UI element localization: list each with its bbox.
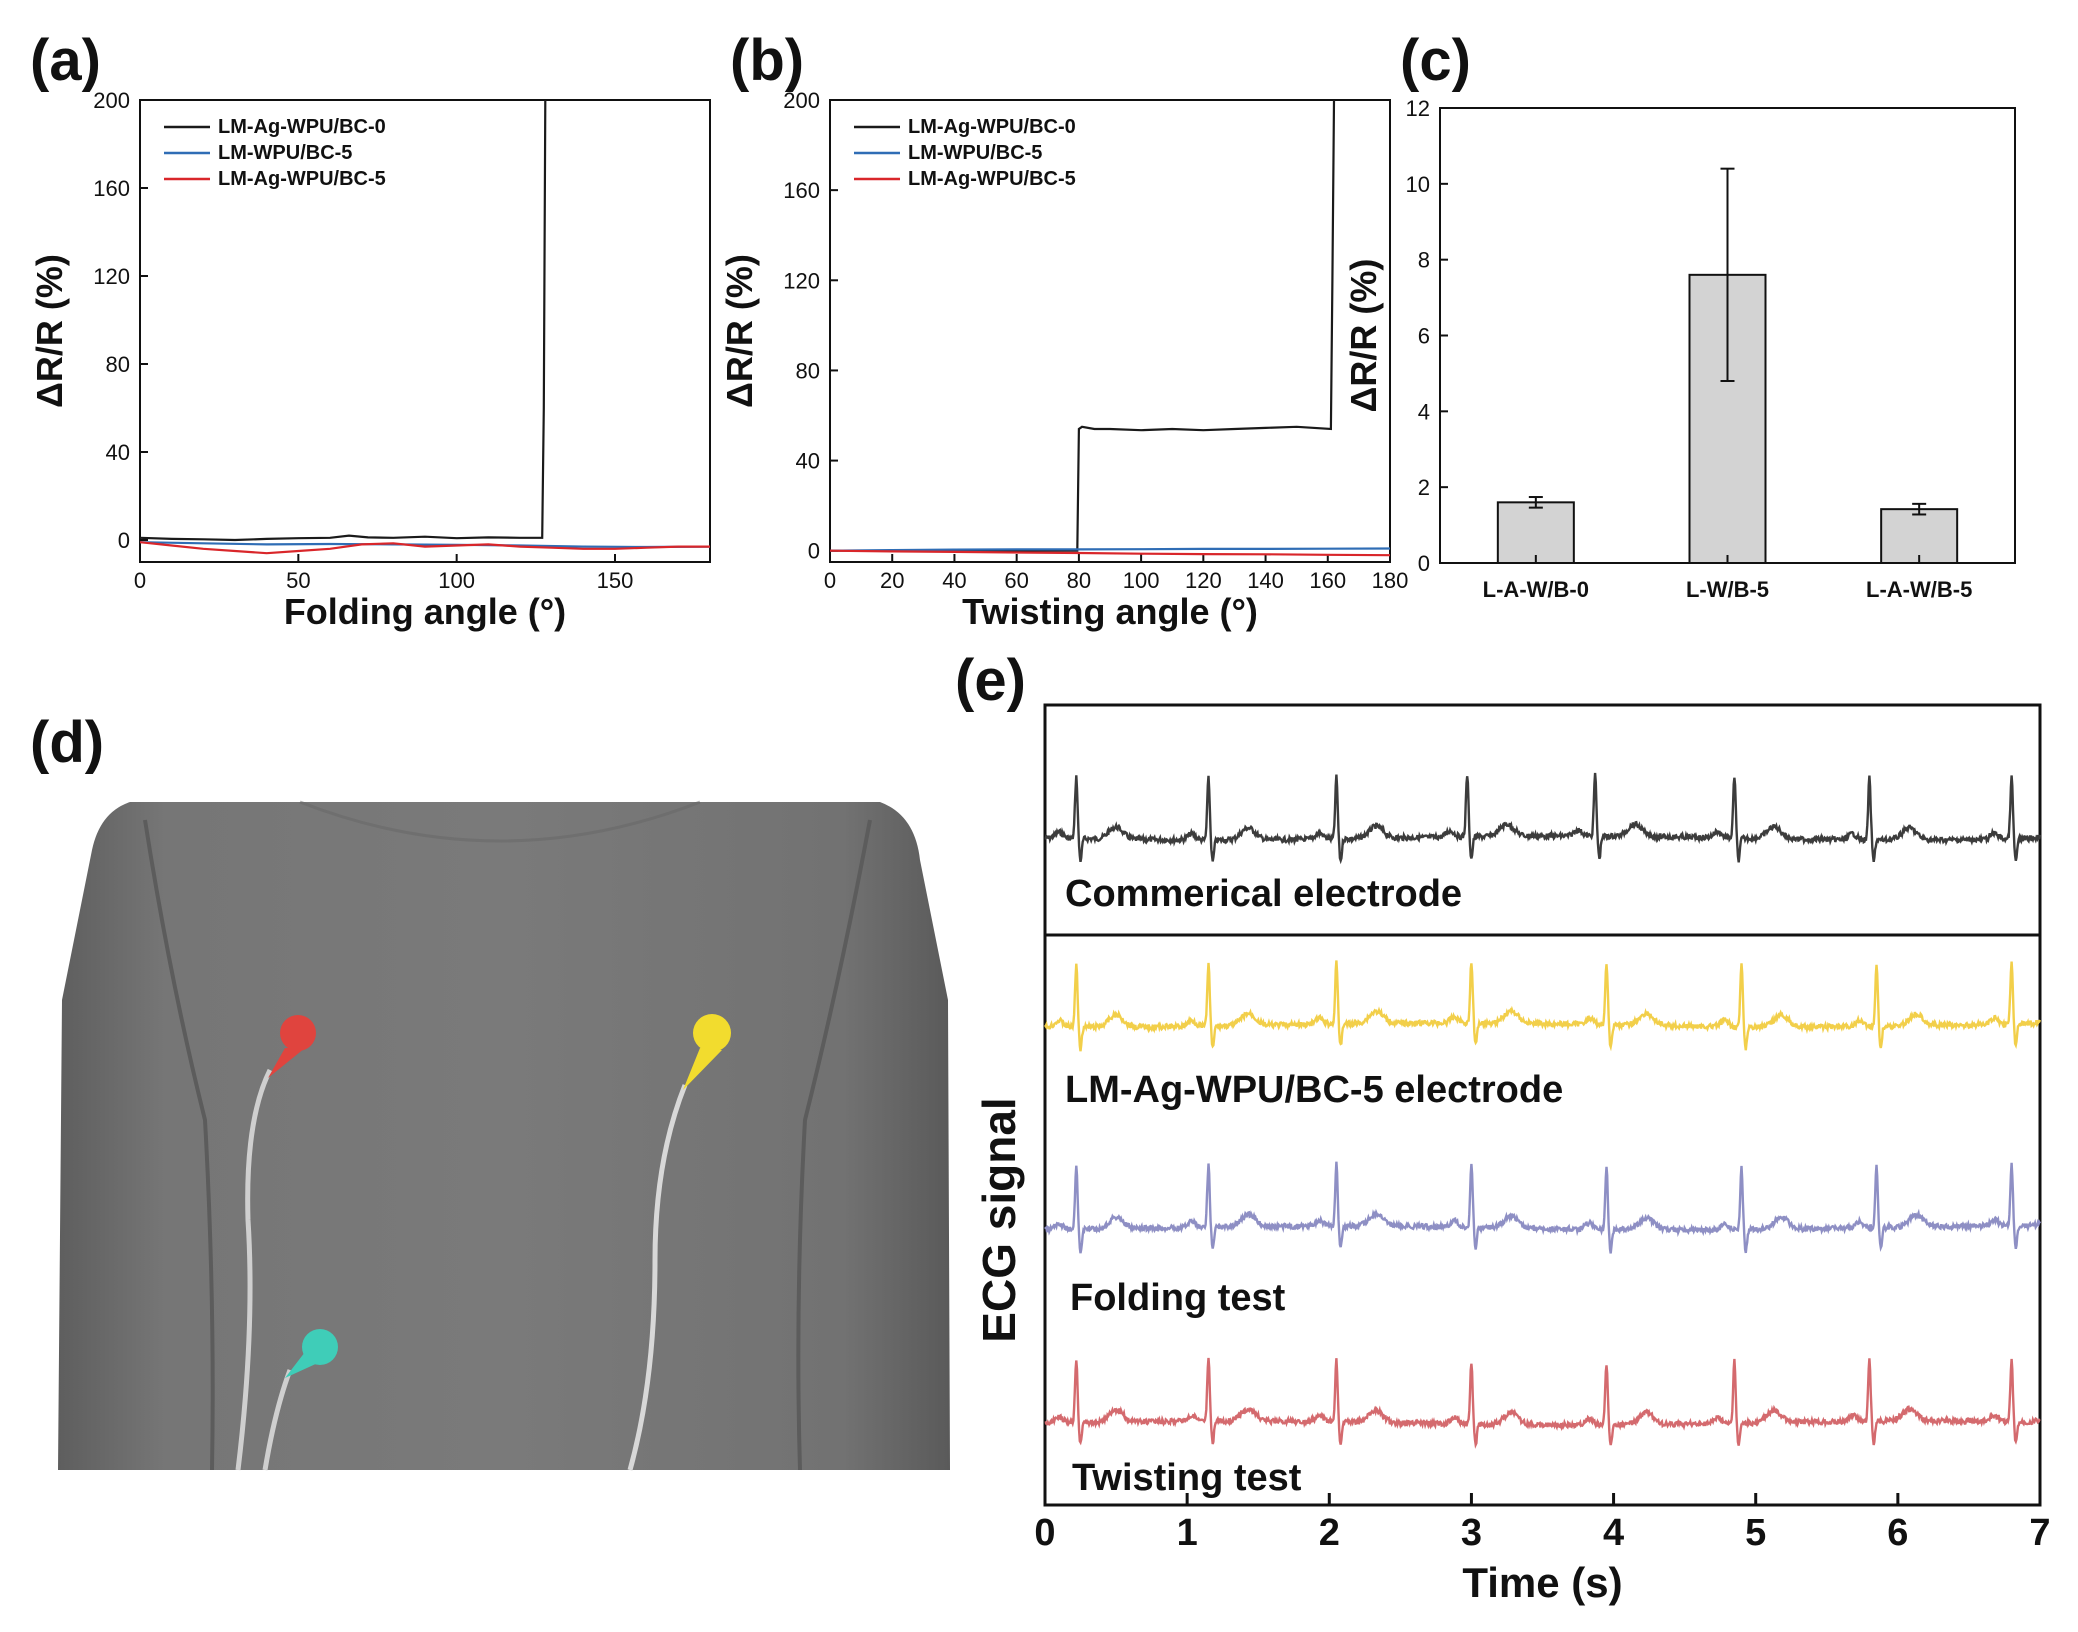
x-tick-label: 150 — [597, 568, 634, 593]
series-line-2 — [140, 541, 710, 555]
x-tick-label: 50 — [286, 568, 310, 593]
y-axis-title: ECG signal — [973, 1097, 1025, 1342]
red-wire — [235, 1068, 273, 1471]
x-tick-label: 0 — [824, 568, 836, 593]
y-tick-label: 40 — [106, 440, 130, 465]
series-line-2 — [830, 549, 1390, 557]
x-tick-label: 0 — [1034, 1512, 1055, 1554]
y-tick-label: 0 — [118, 528, 130, 553]
y-tick-label: 8 — [1418, 248, 1430, 273]
x-axis-title: Time (s) — [1462, 1559, 1622, 1606]
ecg-trace-label: Folding test — [1070, 1277, 1286, 1319]
ecg-trace-label: Commerical electrode — [1065, 873, 1462, 915]
y-tick-label: 40 — [796, 449, 820, 474]
ecg-trace-2 — [1044, 1161, 2042, 1254]
chart-e-ecg: 0 1 2 3 4 5 6 7 Time (s) ECG signal Commerical ele… — [973, 703, 2051, 1606]
y-tick-label: 2 — [1418, 475, 1430, 500]
yellow-wire — [627, 1084, 688, 1471]
x-tick-label: 140 — [1247, 568, 1284, 593]
right-sleeve-seam — [796, 819, 872, 1471]
legend-label: LM-Ag-WPU/BC-0 — [908, 116, 1076, 138]
x-tick-label: 100 — [438, 568, 475, 593]
red-electrode — [268, 1015, 316, 1078]
panel-label-b: (b) — [730, 28, 804, 93]
ecg-trace-0 — [1044, 772, 2042, 865]
series-line-0 — [830, 100, 1336, 552]
x-tick-label: 0 — [134, 568, 146, 593]
shirt-body — [58, 802, 950, 1470]
y-tick-label: 0 — [1418, 551, 1430, 576]
x-tick-label: 2 — [1319, 1512, 1340, 1554]
bar-0 — [1496, 501, 1575, 565]
legend-label: LM-Ag-WPU/BC-0 — [218, 116, 386, 138]
ecg-frame — [1043, 703, 2042, 1507]
legend-label: LM-Ag-WPU/BC-5 — [908, 168, 1076, 190]
y-tick-label: 200 — [93, 88, 130, 113]
x-tick-label: 3 — [1461, 1512, 1482, 1554]
y-axis-title: ΔR/R (%) — [719, 254, 760, 408]
panel-label-a: (a) — [30, 28, 101, 93]
series-line-1 — [140, 541, 710, 549]
category-label: L-W/B-5 — [1686, 577, 1769, 602]
x-tick-label: 7 — [2029, 1512, 2050, 1554]
ecg-trace-label: Twisting test — [1072, 1457, 1302, 1499]
y-tick-label: 0 — [808, 539, 820, 564]
plot-frame — [139, 99, 711, 563]
y-axis-title: ΔR/R (%) — [29, 254, 70, 408]
legend-label: LM-WPU/BC-5 — [908, 142, 1042, 164]
chart-a: 0 50 100 150 0 40 80 120 160 200 Folding angle (°)… — [29, 88, 711, 632]
ecg-trace-3 — [1044, 1357, 2041, 1449]
ecg-trace-1 — [1043, 960, 2042, 1052]
y-tick-label: 80 — [106, 352, 130, 377]
x-tick-label: 120 — [1185, 568, 1222, 593]
category-label: L-A-W/B-0 — [1483, 577, 1589, 602]
x-tick-label: 1 — [1177, 1512, 1198, 1554]
x-axis-title: Folding angle (°) — [284, 591, 566, 632]
x-tick-label: 60 — [1004, 568, 1028, 593]
green-wire — [262, 1369, 293, 1471]
x-tick-label: 20 — [880, 568, 904, 593]
y-tick-label: 160 — [93, 176, 130, 201]
legend-label: LM-Ag-WPU/BC-5 — [218, 168, 386, 190]
y-tick-label: 12 — [1406, 96, 1430, 121]
chart-c: 0 2 4 6 8 10 12 ΔR/R (%) L-A-W/B-0 L-W/B-5 L-A-W/B… — [1343, 96, 2016, 602]
category-label: L-A-W/B-5 — [1866, 577, 1972, 602]
ecg-trace-label: LM-Ag-WPU/BC-5 electrode — [1065, 1069, 1563, 1111]
collar-shadow — [299, 800, 701, 843]
x-tick-label: 80 — [1067, 568, 1091, 593]
x-axis-title: Twisting angle (°) — [962, 591, 1258, 632]
panel-label-e: (e) — [955, 648, 1026, 713]
y-tick-label: 120 — [93, 264, 130, 289]
y-tick-label: 80 — [796, 358, 820, 383]
y-tick-label: 6 — [1418, 324, 1430, 349]
x-tick-label: 40 — [942, 568, 966, 593]
x-tick-label: 100 — [1123, 568, 1160, 593]
photo-shirt-electrodes — [58, 800, 950, 1471]
panel-label-c: (c) — [1400, 28, 1471, 93]
chart-b: 0 20 40 60 80 100 120 140 160 180 0 40 80 120 160 200 Tw… — [719, 88, 1408, 632]
x-tick-label: 180 — [1372, 568, 1409, 593]
panel-label-d: (d) — [30, 710, 104, 775]
y-tick-label: 120 — [783, 268, 820, 293]
left-sleeve-seam — [143, 819, 215, 1471]
x-tick-label: 160 — [1309, 568, 1346, 593]
y-tick-label: 160 — [783, 178, 820, 203]
yellow-electrode — [683, 1014, 731, 1090]
y-tick-label: 10 — [1406, 172, 1430, 197]
y-tick-label: 200 — [783, 88, 820, 113]
y-axis-title: ΔR/R (%) — [1343, 259, 1384, 413]
x-tick-label: 6 — [1887, 1512, 1908, 1554]
plot-frame — [829, 99, 1391, 563]
green-electrode — [285, 1329, 338, 1378]
legend-label: LM-WPU/BC-5 — [218, 142, 352, 164]
x-tick-label: 5 — [1745, 1512, 1766, 1554]
series-line-0 — [140, 100, 547, 542]
y-tick-label: 4 — [1418, 399, 1430, 424]
x-tick-label: 4 — [1603, 1512, 1624, 1554]
bar-2 — [1880, 508, 1959, 564]
series-line-1 — [830, 547, 1390, 552]
